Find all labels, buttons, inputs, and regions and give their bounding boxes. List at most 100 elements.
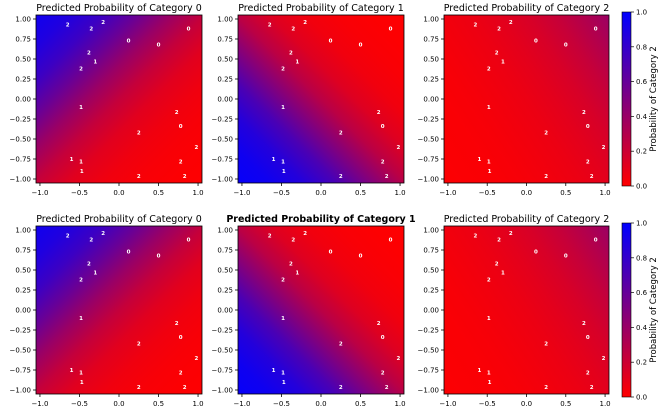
data-point-label: 0 <box>594 27 598 33</box>
data-point-label: 2 <box>89 238 93 244</box>
data-point-label: 2 <box>137 342 141 348</box>
y-tick-label: 0.25 <box>15 287 31 295</box>
colorbar-tick-label: 0.0 <box>636 394 647 402</box>
colorbar-label: Probability of Category 2 <box>649 257 659 362</box>
data-point-label: 2 <box>137 174 141 180</box>
panel-0: Predicted Probability of Category 0−1.0−… <box>10 3 204 197</box>
data-point-label: 2 <box>89 27 93 33</box>
y-tick-label: 0.50 <box>15 267 31 275</box>
data-point-label: 1 <box>488 169 492 175</box>
data-point-label: 0 <box>389 27 393 33</box>
data-point-label: 2 <box>590 174 594 180</box>
panel-2: Predicted Probability of Category 2−1.0−… <box>418 3 611 197</box>
probability-field <box>444 15 609 183</box>
colorbar-1: 0.0 0.2 0.4 0.6 0.8 1.0 Probability of Categor… <box>621 220 659 402</box>
y-tick-label: −0.75 <box>212 367 233 375</box>
x-tick-label: −1.0 <box>31 400 48 408</box>
data-point-label: 1 <box>487 159 491 165</box>
data-point-label: 0 <box>381 124 385 130</box>
data-point-label: 2 <box>291 238 295 244</box>
probability-field <box>238 226 404 394</box>
x-tick-label: −0.5 <box>479 189 496 197</box>
panel-4: Predicted Probability of Category 1 −1.0 −… <box>212 214 416 408</box>
y-tick-label: −0.50 <box>212 347 233 355</box>
panel-3: Predicted Probability of Category 0 −1.0−… <box>10 214 204 408</box>
x-tick-label: −1.0 <box>233 400 250 408</box>
y-tick-label: −0.50 <box>10 136 31 144</box>
y-tick-label: −1.00 <box>10 387 31 395</box>
x-tick-label: 1.0 <box>600 189 611 197</box>
x-tick-label: −1.0 <box>233 189 250 197</box>
data-point-label: 0 <box>157 43 161 49</box>
y-tick-label: 0.00 <box>15 96 31 104</box>
data-point-label: 0 <box>564 254 568 260</box>
data-point-label: 1 <box>281 159 285 165</box>
y-tick-label: 0.75 <box>217 36 233 44</box>
x-tick-label: 0.5 <box>355 400 366 408</box>
data-point-label: 2 <box>175 110 179 116</box>
probability-field <box>36 15 202 183</box>
data-point-label: 2 <box>137 385 141 391</box>
x-tick-label: 0.0 <box>315 189 326 197</box>
colorbar-tick-label: 0.8 <box>636 43 647 51</box>
data-point-label: 2 <box>79 67 83 73</box>
data-point-label: 2 <box>497 27 501 33</box>
x-tick-label: 0.5 <box>560 189 571 197</box>
y-tick-label: 0.50 <box>217 267 233 275</box>
data-point-label: 2 <box>87 51 91 57</box>
data-point-label: 1 <box>282 380 286 386</box>
data-point-label: 2 <box>495 262 499 268</box>
data-point-label: 1 <box>487 316 491 322</box>
data-point-label: 0 <box>157 254 161 260</box>
data-point-label: 0 <box>329 39 333 45</box>
data-point-label: 2 <box>339 174 343 180</box>
y-tick-label: −0.75 <box>418 367 439 375</box>
data-point-label: 2 <box>385 385 389 391</box>
data-point-label: 2 <box>79 278 83 284</box>
data-point-label: 1 <box>80 169 84 175</box>
data-point-label: 2 <box>381 370 385 376</box>
y-tick-label: −1.00 <box>10 176 31 184</box>
panel-title: Predicted Probability of Category 0 <box>36 214 202 225</box>
y-tick-label: 0.00 <box>217 307 233 315</box>
data-point-label: 2 <box>590 385 594 391</box>
data-point-label: 2 <box>281 278 285 284</box>
data-point-label: 1 <box>281 105 285 111</box>
x-tick-label: −0.5 <box>273 189 290 197</box>
data-point-label: 2 <box>385 174 389 180</box>
panel-title: Predicted Probability of Category 1 <box>226 214 415 225</box>
probability-field <box>444 226 609 394</box>
colorbar-tick-label: 1.0 <box>636 9 647 17</box>
data-point-label: 1 <box>79 159 83 165</box>
y-tick-label: −0.50 <box>418 347 439 355</box>
data-point-label: 2 <box>303 20 307 26</box>
data-point-label: 1 <box>487 105 491 111</box>
colorbar-tick-label: 0.8 <box>636 254 647 262</box>
y-tick-label: 1.00 <box>217 16 233 24</box>
data-point-label: 2 <box>183 174 187 180</box>
y-tick-label: 0.50 <box>15 56 31 64</box>
y-tick-label: −0.75 <box>418 156 439 164</box>
panels-group: Predicted Probability of Category 0−1.0−… <box>10 3 611 408</box>
colorbar-0: 0.0 0.2 0.4 0.6 0.8 1.0 Probability of Categor… <box>621 9 659 191</box>
panel-title: Predicted Probability of Category 2 <box>444 214 610 225</box>
y-tick-label: 1.00 <box>423 16 439 24</box>
y-tick-label: 0.75 <box>15 247 31 255</box>
x-tick-label: 0.0 <box>113 400 124 408</box>
y-tick-label: 0.25 <box>217 76 233 84</box>
x-tick-label: −1.0 <box>31 189 48 197</box>
y-tick-label: 0.00 <box>15 307 31 315</box>
x-tick-label: 0.5 <box>153 189 164 197</box>
probability-field <box>36 226 202 394</box>
data-point-label: 0 <box>179 335 183 341</box>
data-point-label: 2 <box>487 67 491 73</box>
data-point-label: 2 <box>195 356 199 362</box>
data-point-label: 2 <box>544 342 548 348</box>
y-tick-label: 0.50 <box>423 56 439 64</box>
data-point-label: 2 <box>544 131 548 137</box>
data-point-label: 2 <box>66 23 70 29</box>
x-tick-label: −0.5 <box>71 189 88 197</box>
data-point-label: 1 <box>79 316 83 322</box>
data-point-label: 2 <box>289 51 293 57</box>
y-tick-label: −0.25 <box>10 116 31 124</box>
